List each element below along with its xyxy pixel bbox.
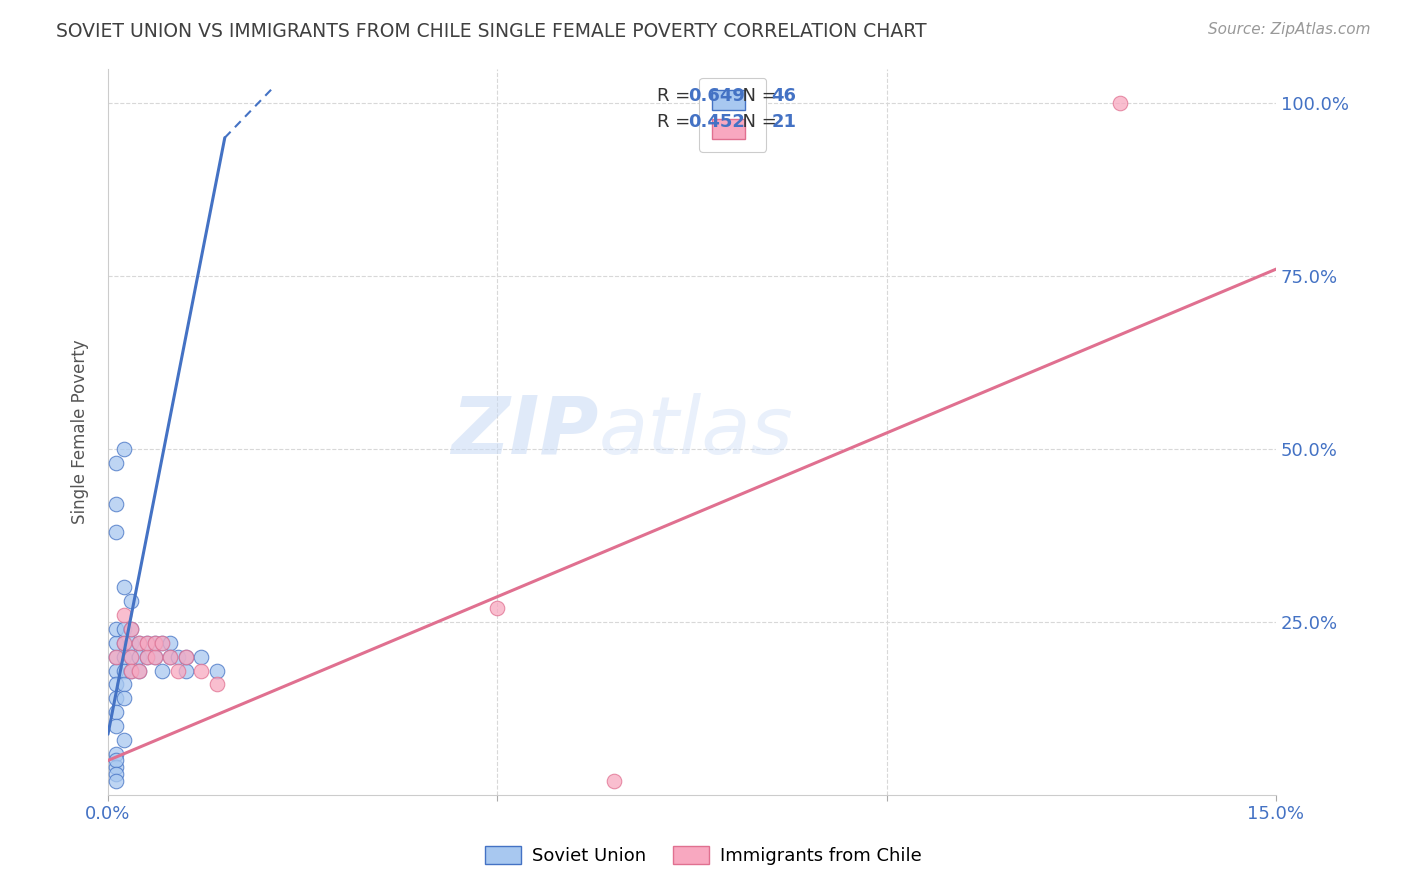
- Point: [205, 677, 228, 691]
- Legend: Soviet Union, Immigrants from Chile: Soviet Union, Immigrants from Chile: [475, 837, 931, 874]
- Point: [143, 636, 166, 650]
- Text: N =: N =: [731, 87, 782, 105]
- Point: [120, 664, 142, 678]
- Point: [120, 636, 142, 650]
- Point: [104, 498, 127, 512]
- Text: SOVIET UNION VS IMMIGRANTS FROM CHILE SINGLE FEMALE POVERTY CORRELATION CHART: SOVIET UNION VS IMMIGRANTS FROM CHILE SI…: [56, 22, 927, 41]
- Point: [104, 760, 127, 774]
- Point: [112, 664, 135, 678]
- Text: 0.452: 0.452: [689, 112, 745, 130]
- Point: [135, 636, 157, 650]
- Point: [174, 649, 197, 664]
- Text: Source: ZipAtlas.com: Source: ZipAtlas.com: [1208, 22, 1371, 37]
- Point: [104, 677, 127, 691]
- Point: [104, 664, 127, 678]
- Text: ZIP: ZIP: [451, 392, 599, 471]
- Point: [104, 622, 127, 636]
- Point: [104, 754, 127, 768]
- Point: [104, 649, 127, 664]
- Point: [104, 649, 127, 664]
- Point: [112, 608, 135, 623]
- Point: [112, 622, 135, 636]
- Point: [135, 636, 157, 650]
- Point: [143, 649, 166, 664]
- Point: [190, 664, 212, 678]
- Point: [159, 636, 181, 650]
- Point: [104, 636, 127, 650]
- Point: [104, 767, 127, 781]
- Text: R =: R =: [657, 112, 696, 130]
- Point: [104, 774, 127, 789]
- Point: [104, 691, 127, 706]
- Point: [1109, 96, 1132, 111]
- Point: [112, 732, 135, 747]
- Point: [128, 649, 150, 664]
- Point: [143, 636, 166, 650]
- Text: 21: 21: [772, 112, 796, 130]
- Point: [174, 649, 197, 664]
- Point: [112, 636, 135, 650]
- Legend: , : ,: [699, 78, 766, 152]
- Point: [135, 649, 157, 664]
- Point: [128, 636, 150, 650]
- Point: [120, 594, 142, 608]
- Point: [104, 705, 127, 719]
- Point: [143, 649, 166, 664]
- Point: [112, 691, 135, 706]
- Text: R =: R =: [657, 87, 696, 105]
- Y-axis label: Single Female Poverty: Single Female Poverty: [72, 340, 89, 524]
- Point: [190, 649, 212, 664]
- Point: [120, 649, 142, 664]
- Point: [112, 442, 135, 456]
- Point: [159, 649, 181, 664]
- Point: [120, 622, 142, 636]
- Point: [152, 636, 174, 650]
- Point: [104, 747, 127, 761]
- Point: [603, 774, 626, 789]
- Text: 0.649: 0.649: [689, 87, 745, 105]
- Text: N =: N =: [731, 112, 782, 130]
- Point: [152, 664, 174, 678]
- Point: [112, 636, 135, 650]
- Point: [174, 664, 197, 678]
- Point: [128, 636, 150, 650]
- Point: [486, 601, 509, 615]
- Point: [167, 664, 190, 678]
- Text: 46: 46: [772, 87, 796, 105]
- Point: [159, 649, 181, 664]
- Point: [135, 649, 157, 664]
- Point: [128, 664, 150, 678]
- Point: [104, 456, 127, 470]
- Point: [128, 664, 150, 678]
- Point: [104, 525, 127, 540]
- Point: [167, 649, 190, 664]
- Point: [205, 664, 228, 678]
- Point: [112, 581, 135, 595]
- Point: [112, 677, 135, 691]
- Point: [152, 636, 174, 650]
- Point: [104, 719, 127, 733]
- Point: [120, 622, 142, 636]
- Point: [120, 649, 142, 664]
- Point: [120, 664, 142, 678]
- Text: atlas: atlas: [599, 392, 793, 471]
- Point: [112, 649, 135, 664]
